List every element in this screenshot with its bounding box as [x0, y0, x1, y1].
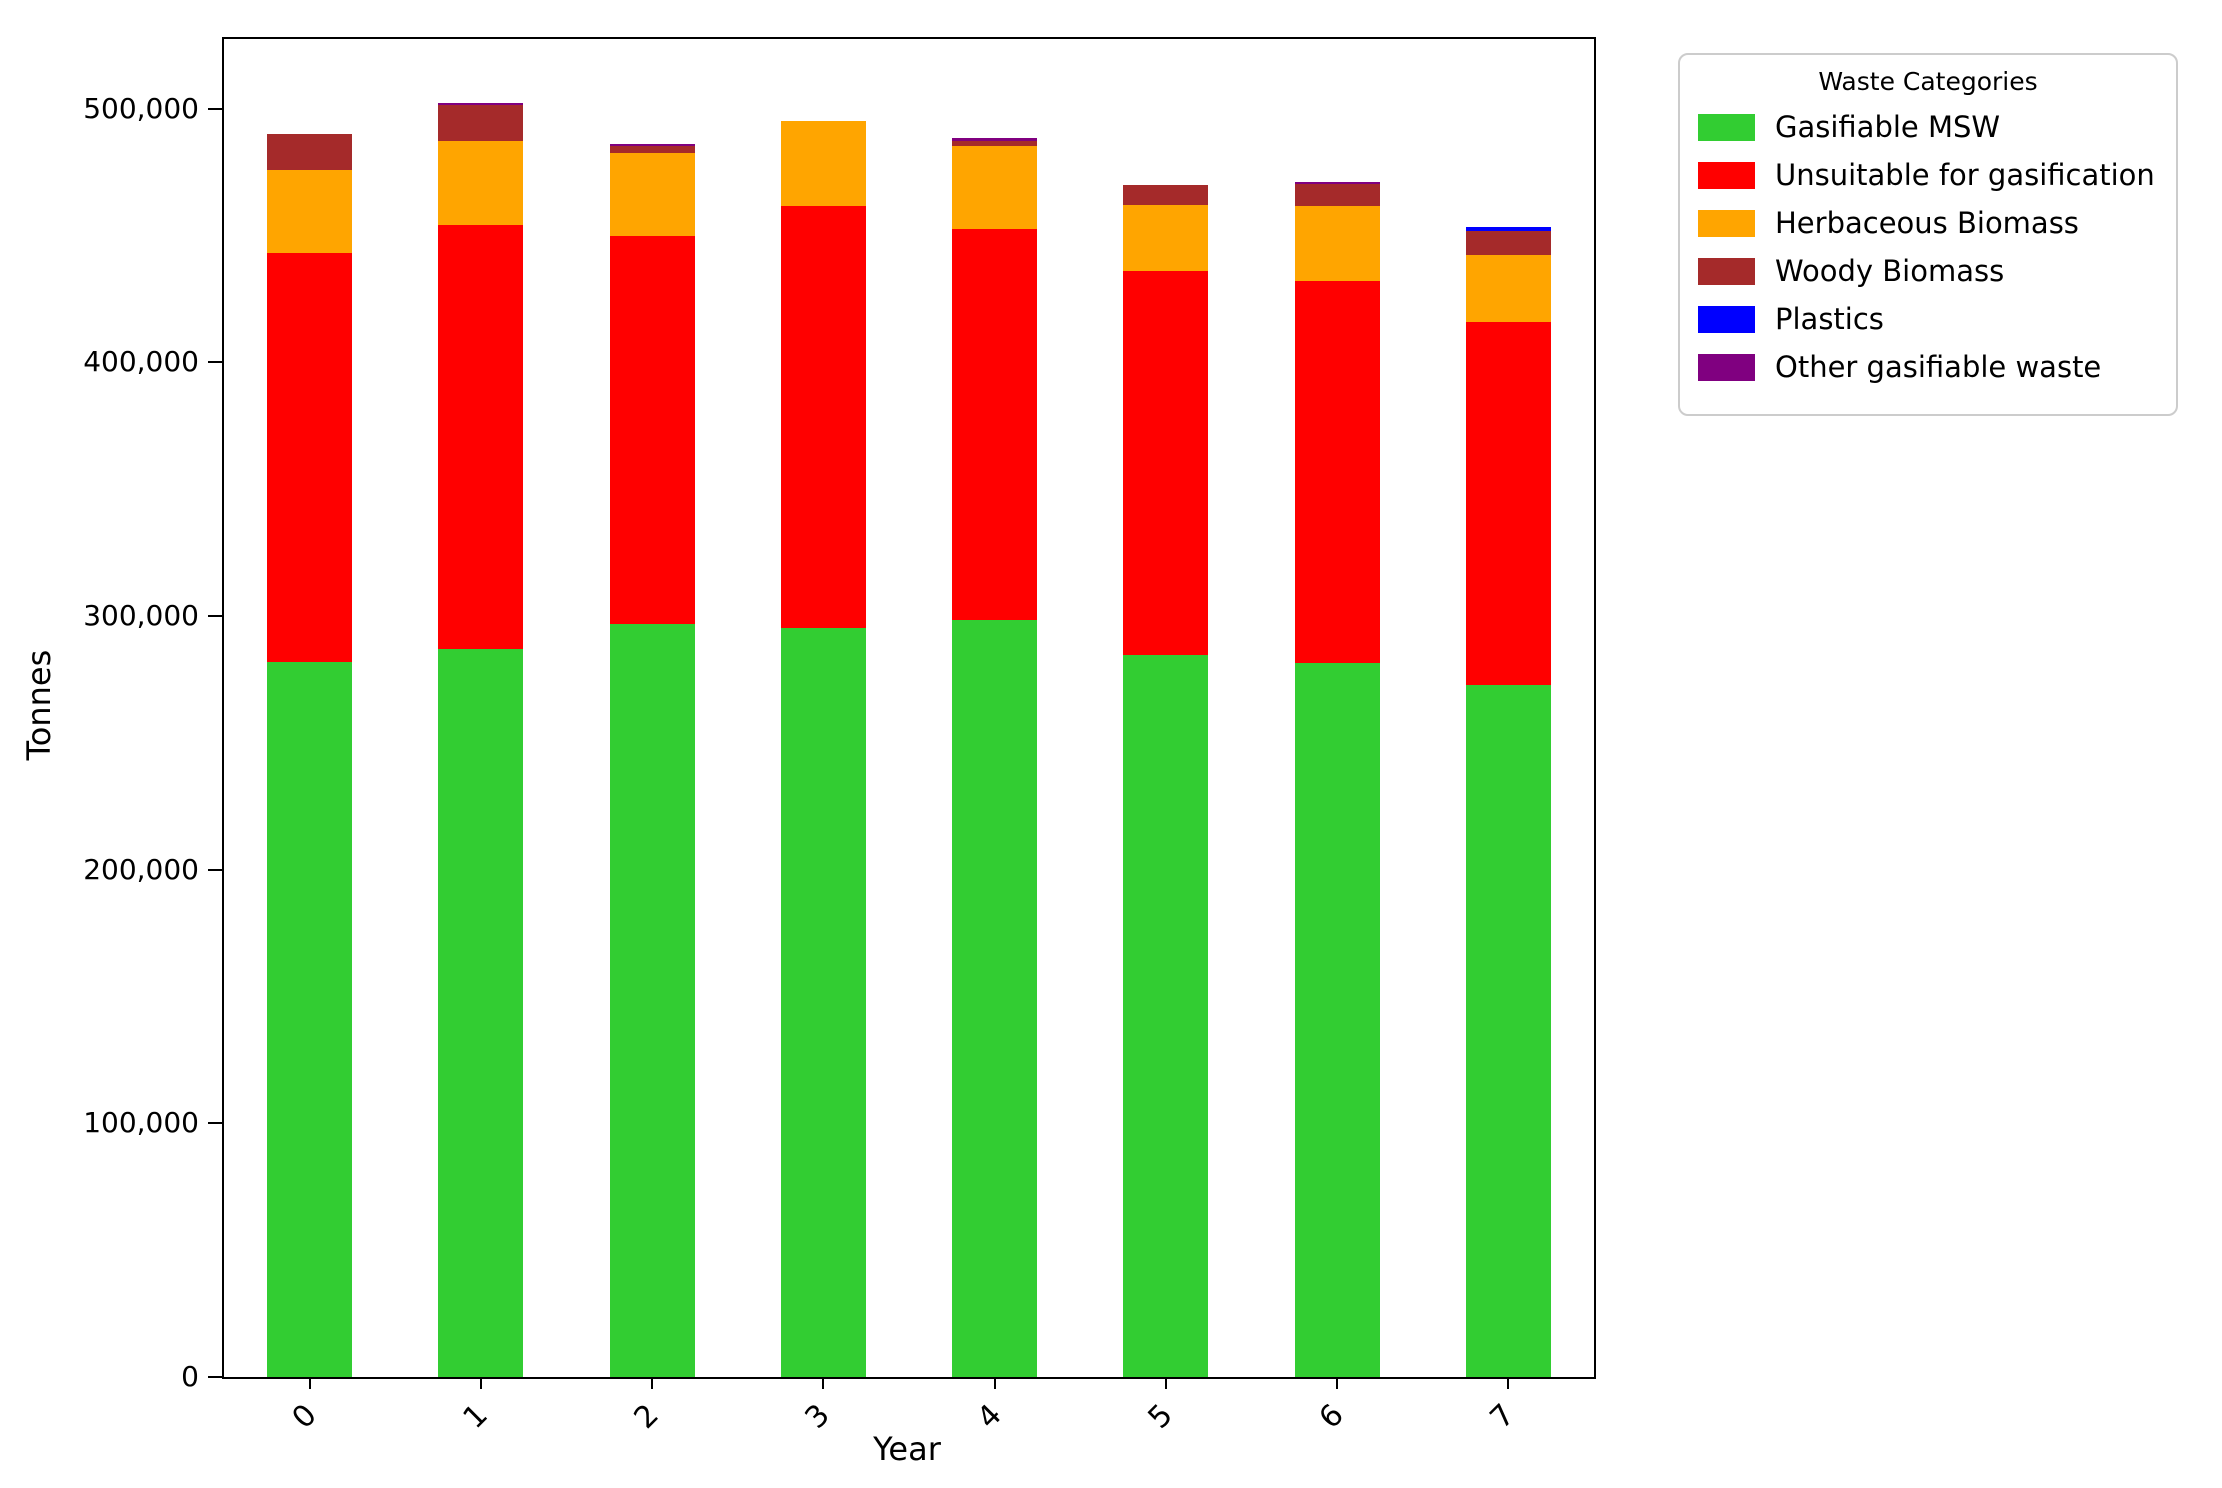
bar-year-1-other-gasifiable-waste — [438, 102, 524, 105]
legend-title: Waste Categories — [1818, 67, 2038, 96]
bar-year-6-other-gasifiable-waste — [1294, 181, 1380, 184]
legend-swatch-gasifiable-msw — [1698, 113, 1755, 141]
bar-year-1-herbaceous-biomass — [438, 140, 524, 226]
y-tick-label: 500,000 — [83, 91, 199, 125]
bar-year-2-herbaceous-biomass — [609, 153, 695, 236]
legend-label: Unsuitable for gasification — [1775, 158, 2155, 192]
plot-area: 0 100,000 200,000 300,000 400,000 500,000 0 1 2 3… — [83, 37, 1596, 1436]
bar-year-6-unsuitable-for-gasification — [1294, 281, 1380, 663]
bar-year-6-gasifiable-msw — [1294, 663, 1380, 1377]
x-tick-mark — [822, 1377, 825, 1389]
bar-year-4-other-gasifiable-waste — [952, 138, 1038, 141]
legend-label: Woody Biomass — [1775, 254, 2005, 288]
bar-year-2-gasifiable-msw — [609, 623, 695, 1377]
bar-year-1-unsuitable-for-gasification — [438, 225, 524, 649]
bar-year-7-woody-biomass — [1465, 230, 1551, 255]
y-tick-mark — [208, 615, 222, 618]
bar-year-2-woody-biomass — [609, 145, 695, 154]
legend-item-woody-biomass: Woody Biomass — [1698, 254, 2158, 288]
y-tick-mark — [208, 1376, 222, 1378]
x-tick-label: 1 — [456, 1397, 495, 1436]
legend-swatch-other-gasifiable-waste — [1698, 353, 1755, 381]
legend-item-plastics: Plastics — [1698, 302, 2158, 336]
bar-year-1-woody-biomass — [438, 105, 524, 141]
bar-year-3-herbaceous-biomass — [780, 121, 866, 207]
bar-year-0-unsuitable-for-gasification — [267, 253, 353, 662]
bar-year-5-gasifiable-msw — [1123, 655, 1209, 1377]
bar-year-7-gasifiable-msw — [1465, 684, 1551, 1377]
bar-year-4-woody-biomass — [952, 140, 1038, 146]
x-tick-label: 0 — [285, 1397, 324, 1436]
legend: Waste Categories Gasifiable MSW Unsuitabl… — [1678, 53, 2178, 416]
bar-year-4-gasifiable-msw — [952, 619, 1038, 1377]
bar-year-0-woody-biomass — [267, 134, 353, 170]
bar-year-3-gasifiable-msw — [780, 627, 866, 1377]
x-axis-label: Year — [873, 1430, 941, 1468]
bar-year-4-unsuitable-for-gasification — [952, 229, 1038, 620]
bar-year-2-other-gasifiable-waste — [609, 143, 695, 146]
x-tick-mark — [651, 1377, 654, 1389]
x-tick-mark — [479, 1377, 482, 1389]
legend-item-unsuitable-for-gasification: Unsuitable for gasification — [1698, 158, 2158, 192]
legend-label: Plastics — [1775, 302, 1884, 336]
legend-item-gasifiable-msw: Gasifiable MSW — [1698, 110, 2158, 144]
x-tick-mark — [1507, 1377, 1510, 1389]
bar-year-6-herbaceous-biomass — [1294, 206, 1380, 282]
legend-label: Herbaceous Biomass — [1775, 206, 2079, 240]
legend-label: Gasifiable MSW — [1775, 110, 2001, 144]
bar-year-7-plastics — [1465, 227, 1551, 231]
x-tick-label: 5 — [1141, 1397, 1180, 1436]
y-tick-label: 200,000 — [83, 852, 199, 886]
y-tick-label: 300,000 — [83, 599, 199, 633]
x-tick-label: 2 — [627, 1397, 666, 1436]
bar-year-0-herbaceous-biomass — [267, 169, 353, 254]
legend-item-other-gasifiable-waste: Other gasifiable waste — [1698, 350, 2158, 384]
bar-year-5-woody-biomass — [1123, 184, 1209, 206]
y-tick-mark — [208, 1122, 222, 1125]
y-tick-mark — [208, 361, 222, 364]
bar-year-2-unsuitable-for-gasification — [609, 235, 695, 624]
y-tick-label: 100,000 — [83, 1106, 199, 1140]
bar-year-7-unsuitable-for-gasification — [1465, 321, 1551, 685]
bar-year-5-unsuitable-for-gasification — [1123, 271, 1209, 656]
y-tick-mark — [208, 868, 222, 871]
bar-year-5-herbaceous-biomass — [1123, 205, 1209, 272]
legend-item-herbaceous-biomass: Herbaceous Biomass — [1698, 206, 2158, 240]
bar-year-6-woody-biomass — [1294, 183, 1380, 207]
legend-items: Gasifiable MSW Unsuitable for gasificatio… — [1698, 110, 2158, 384]
y-tick-label: 0 — [181, 1360, 199, 1393]
y-tick-label: 400,000 — [83, 345, 199, 379]
legend-swatch-unsuitable-for-gasification — [1698, 161, 1755, 189]
bar-year-1-gasifiable-msw — [438, 649, 524, 1377]
legend-swatch-woody-biomass — [1698, 257, 1755, 285]
bar-year-4-herbaceous-biomass — [952, 145, 1038, 230]
legend-swatch-plastics — [1698, 305, 1755, 333]
bar-year-0-gasifiable-msw — [267, 661, 353, 1377]
y-axis-label: Tonnes — [20, 649, 58, 761]
x-tick-mark — [308, 1377, 311, 1389]
x-tick-label: 6 — [1312, 1397, 1351, 1436]
legend-swatch-herbaceous-biomass — [1698, 209, 1755, 237]
bar-year-3-unsuitable-for-gasification — [780, 206, 866, 628]
bar-year-7-herbaceous-biomass — [1465, 254, 1551, 322]
x-tick-mark — [1336, 1377, 1339, 1389]
y-tick-mark — [208, 107, 222, 110]
x-tick-mark — [1164, 1377, 1167, 1389]
x-tick-label: 7 — [1483, 1397, 1523, 1436]
x-tick-mark — [993, 1377, 996, 1389]
legend-label: Other gasifiable waste — [1775, 350, 2102, 384]
